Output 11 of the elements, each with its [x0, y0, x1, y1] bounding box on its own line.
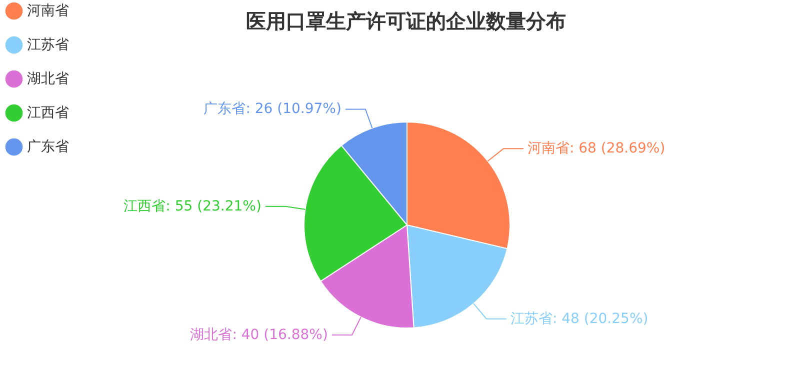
legend-label: 广东省 — [27, 139, 69, 155]
legend-label: 江苏省 — [27, 37, 69, 53]
data-label: 江苏省: 48 (20.25%) — [510, 310, 648, 327]
chart-title: 医用口罩生产许可证的企业数量分布 — [246, 9, 566, 33]
legend-label: 湖北省 — [27, 71, 69, 87]
data-label: 广东省: 26 (10.97%) — [204, 101, 342, 118]
legend-label: 河南省 — [27, 3, 69, 19]
data-label: 江西省: 55 (23.21%) — [124, 198, 262, 214]
data-label: 河南省: 68 (28.69%) — [527, 140, 666, 157]
legend-label: 江西省 — [27, 105, 69, 121]
data-label: 湖北省: 40 (16.88%) — [190, 327, 328, 343]
